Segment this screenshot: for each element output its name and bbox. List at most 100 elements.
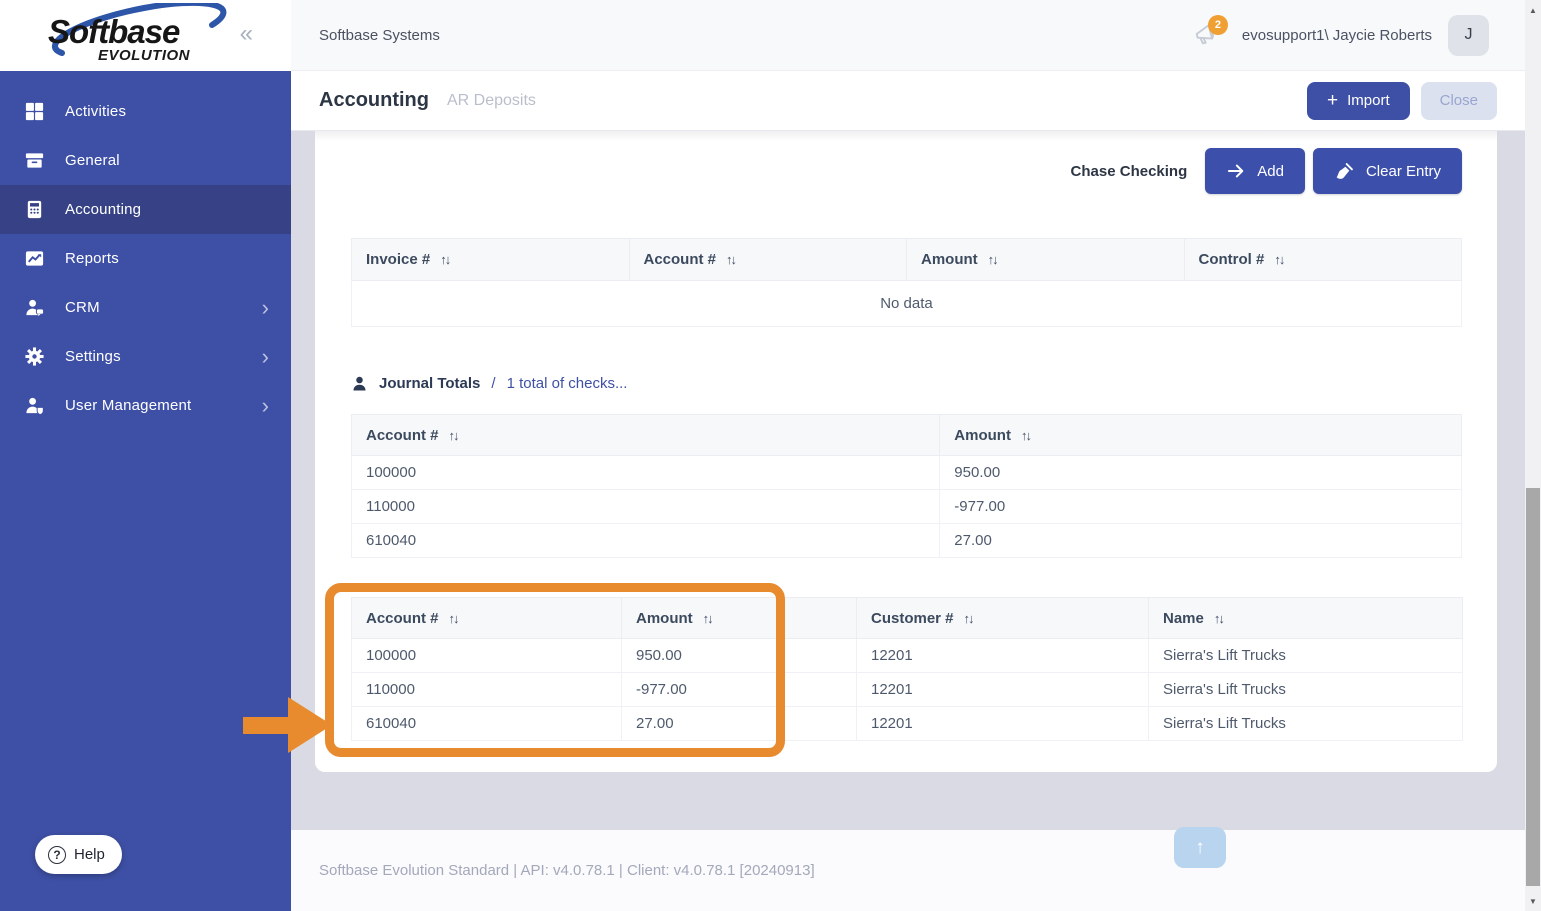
table-row[interactable]: 610040 27.00 12201 Sierra's Lift Trucks bbox=[351, 706, 1463, 741]
add-button[interactable]: Add bbox=[1205, 148, 1305, 194]
logo-swoosh-icon bbox=[52, 3, 227, 56]
footer: Softbase Evolution Standard | API: v4.0.… bbox=[291, 830, 1525, 911]
import-button[interactable]: + Import bbox=[1307, 81, 1410, 120]
chevron-right-icon: › bbox=[261, 343, 269, 369]
journal-totals-table: Account # ↑↓ Amount ↑↓ 100000 950.00 110000… bbox=[350, 414, 1462, 558]
column-header-amount[interactable]: Amount ↑↓ bbox=[906, 238, 1185, 281]
import-label: Import bbox=[1347, 92, 1390, 109]
breadcrumb: AR Deposits bbox=[447, 91, 536, 109]
column-header-account[interactable]: Account # ↑↓ bbox=[350, 414, 941, 456]
topbar: Softbase Systems 2 evosupport1\ Jaycie R… bbox=[291, 0, 1525, 71]
highlight-arrow bbox=[243, 717, 289, 734]
chart-icon bbox=[24, 248, 46, 270]
grid-icon bbox=[24, 101, 46, 123]
sidebar-item-label: CRM bbox=[65, 299, 100, 316]
sort-icon[interactable]: ↑↓ bbox=[1274, 252, 1285, 267]
gear-icon bbox=[24, 346, 46, 368]
table-row[interactable]: 110000 -977.00 12201 Sierra's Lift Trucks bbox=[351, 672, 1463, 707]
sort-icon[interactable]: ↑↓ bbox=[726, 252, 737, 267]
chevron-right-icon: › bbox=[261, 294, 269, 320]
sidebar-item-label: General bbox=[65, 152, 120, 169]
column-header-amount[interactable]: Amount ↑↓ bbox=[939, 414, 1462, 456]
table-row[interactable]: 100000 950.00 bbox=[350, 455, 1462, 490]
close-label: Close bbox=[1439, 92, 1478, 109]
sidebar-item-settings[interactable]: Settings › bbox=[0, 332, 291, 381]
column-header-account[interactable]: Account # ↑↓ bbox=[351, 597, 622, 639]
sidebar-item-reports[interactable]: Reports bbox=[0, 234, 291, 283]
checks-table: Account # ↑↓ Amount ↑↓ Customer # ↑↓ Name ↑↓… bbox=[351, 597, 1463, 741]
highlight-arrow-head-icon bbox=[288, 697, 332, 753]
broom-icon bbox=[1336, 162, 1353, 179]
page-title: Accounting bbox=[319, 89, 429, 111]
journal-totals-title: Journal Totals bbox=[379, 375, 481, 392]
table-row[interactable]: 610040 27.00 bbox=[350, 523, 1462, 558]
bank-account-label: Chase Checking bbox=[1070, 162, 1188, 180]
archive-icon bbox=[24, 150, 46, 172]
clear-entry-button[interactable]: Clear Entry bbox=[1312, 148, 1462, 194]
sort-icon[interactable]: ↑↓ bbox=[1020, 427, 1032, 443]
sort-icon[interactable]: ↑↓ bbox=[1213, 610, 1225, 626]
table-header-row: Invoice # ↑↓ Account # ↑↓ Amount ↑↓ Control… bbox=[351, 238, 1462, 281]
sort-icon[interactable]: ↑↓ bbox=[702, 610, 714, 626]
sidebar-item-accounting[interactable]: Accounting bbox=[0, 185, 291, 234]
column-header-amount[interactable]: Amount ↑↓ bbox=[621, 597, 857, 639]
question-mark-icon: ? bbox=[48, 845, 66, 864]
sidebar-item-user-management[interactable]: User Management › bbox=[0, 381, 291, 430]
vertical-scrollbar[interactable]: ▲ ▼ bbox=[1525, 0, 1541, 911]
add-label: Add bbox=[1257, 162, 1284, 180]
sidebar-item-label: Settings bbox=[65, 348, 121, 365]
sort-icon[interactable]: ↑↓ bbox=[448, 610, 460, 626]
journal-totals-separator: / bbox=[491, 375, 496, 392]
table-header-row: Account # ↑↓ Amount ↑↓ Customer # ↑↓ Name ↑↓ bbox=[351, 597, 1463, 639]
sidebar-item-crm[interactable]: CRM › bbox=[0, 283, 291, 332]
scrollbar-down-icon[interactable]: ▼ bbox=[1529, 896, 1537, 906]
column-header-control[interactable]: Control # ↑↓ bbox=[1183, 238, 1462, 281]
deposits-table: Invoice # ↑↓ Account # ↑↓ Amount ↑↓ Control… bbox=[351, 238, 1462, 327]
sidebar: Softbase EVOLUTION « Activities General bbox=[0, 0, 291, 911]
empty-row: No data bbox=[351, 280, 1462, 327]
column-header-account[interactable]: Account # ↑↓ bbox=[628, 238, 907, 281]
sidebar-item-label: Reports bbox=[65, 250, 119, 267]
scroll-to-top-button[interactable]: ↑ bbox=[1174, 827, 1226, 868]
sidebar-collapse-icon[interactable]: « bbox=[239, 20, 253, 47]
sidebar-item-general[interactable]: General bbox=[0, 136, 291, 185]
column-header-name[interactable]: Name ↑↓ bbox=[1148, 597, 1463, 639]
app-title: Softbase Systems bbox=[319, 26, 440, 44]
entry-bar: Chase Checking Add Clear Entry bbox=[1071, 148, 1462, 194]
content-region: Chase Checking Add Clear Entry bbox=[291, 131, 1525, 830]
username: evosupport1\ Jaycie Roberts bbox=[1241, 26, 1432, 44]
sidebar-item-activities[interactable]: Activities bbox=[0, 87, 291, 136]
calculator-icon bbox=[24, 199, 46, 221]
clear-entry-label: Clear Entry bbox=[1365, 162, 1441, 180]
total-checks-link[interactable]: 1 total of checks... bbox=[506, 375, 628, 392]
chevron-right-icon: › bbox=[261, 392, 269, 418]
sidebar-nav: Activities General Accounting Reports bbox=[0, 87, 291, 430]
softbase-logo: Softbase EVOLUTION bbox=[40, 3, 230, 67]
close-button[interactable]: Close bbox=[1420, 81, 1497, 120]
avatar[interactable]: J bbox=[1448, 14, 1489, 56]
journal-totals-header: Journal Totals / 1 total of checks... bbox=[351, 375, 627, 392]
scrollbar-up-icon[interactable]: ▲ bbox=[1529, 5, 1537, 15]
arrow-up-icon: ↑ bbox=[1195, 836, 1205, 858]
main-area: Softbase Systems 2 evosupport1\ Jaycie R… bbox=[291, 0, 1525, 911]
table-row[interactable]: 100000 950.00 12201 Sierra's Lift Trucks bbox=[351, 638, 1463, 673]
content-card: Chase Checking Add Clear Entry bbox=[315, 131, 1497, 772]
table-row[interactable]: 110000 -977.00 bbox=[350, 489, 1462, 524]
person-icon bbox=[353, 376, 366, 391]
notifications-button[interactable]: 2 bbox=[1192, 15, 1228, 51]
version-text: Softbase Evolution Standard | API: v4.0.… bbox=[319, 862, 815, 879]
column-header-invoice[interactable]: Invoice # ↑↓ bbox=[351, 238, 630, 281]
person-chat-icon bbox=[24, 297, 46, 319]
sort-icon[interactable]: ↑↓ bbox=[448, 427, 460, 443]
sort-icon[interactable]: ↑↓ bbox=[440, 252, 451, 267]
column-header-customer[interactable]: Customer # ↑↓ bbox=[856, 597, 1149, 639]
arrow-right-icon bbox=[1228, 164, 1244, 178]
sort-icon[interactable]: ↑↓ bbox=[987, 252, 999, 267]
plus-icon: + bbox=[1327, 90, 1339, 111]
scrollbar-thumb[interactable] bbox=[1526, 488, 1540, 886]
notification-badge: 2 bbox=[1207, 15, 1228, 35]
no-data-cell: No data bbox=[351, 280, 1462, 327]
help-button[interactable]: ? Help bbox=[35, 835, 122, 874]
sort-icon[interactable]: ↑↓ bbox=[963, 610, 975, 626]
